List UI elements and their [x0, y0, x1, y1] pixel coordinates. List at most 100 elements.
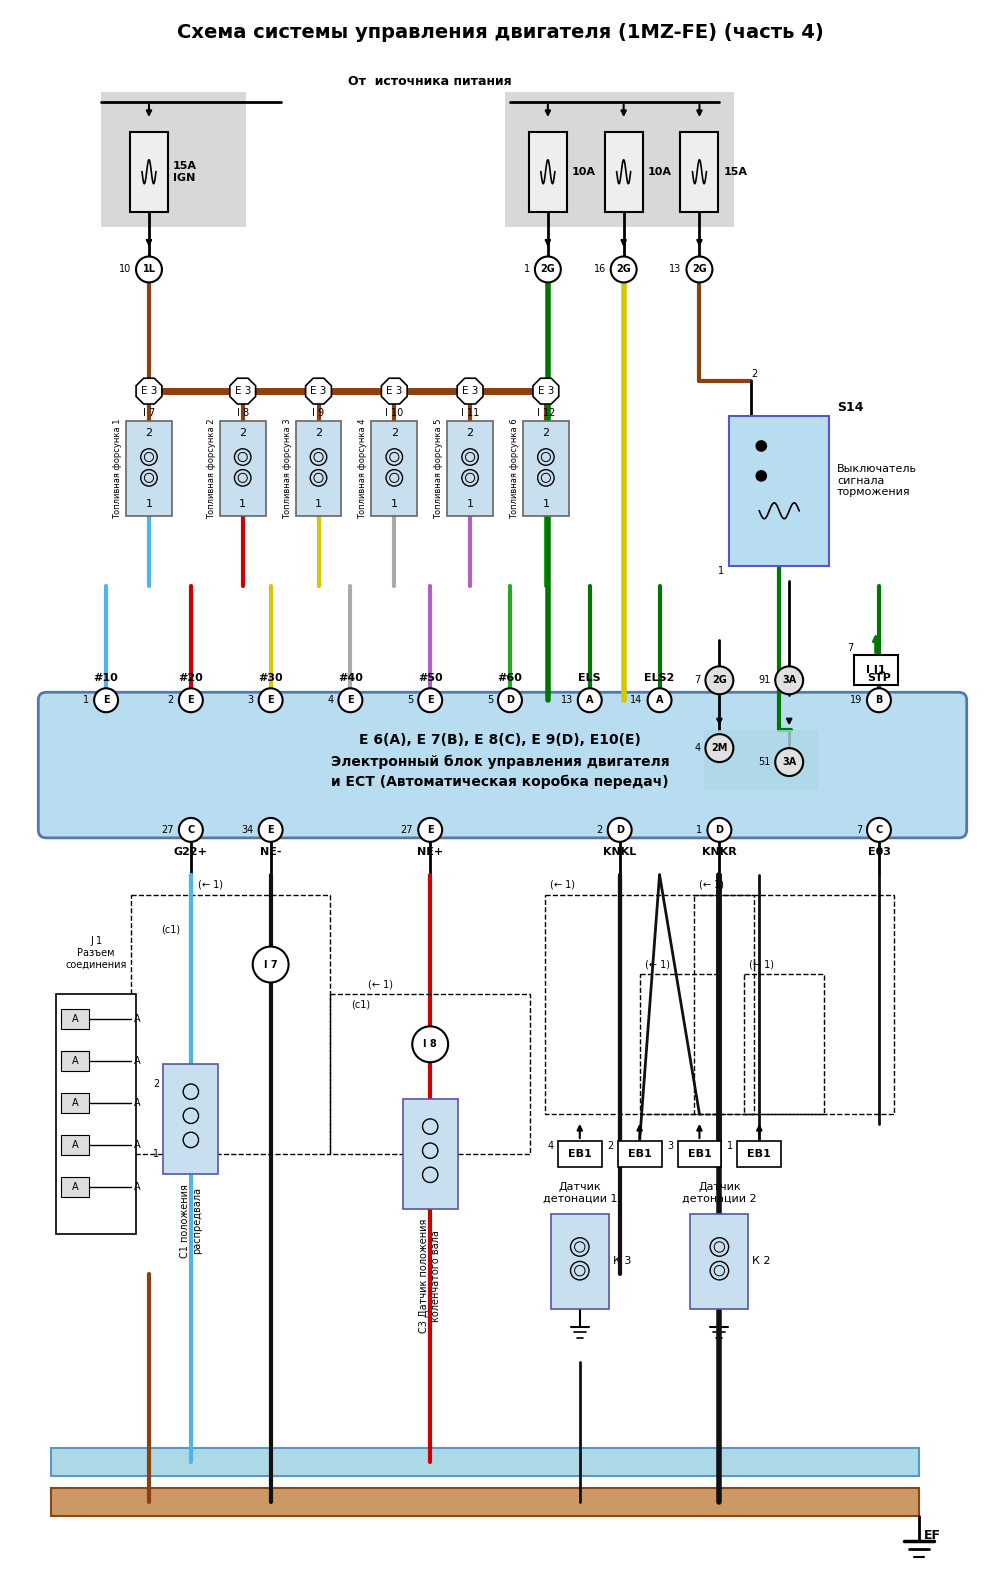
- Bar: [729, 416, 829, 566]
- Text: Топливная форсунка 1: Топливная форсунка 1: [113, 419, 122, 518]
- Text: 14: 14: [630, 695, 643, 705]
- Text: 3A: 3A: [782, 675, 796, 686]
- Text: I 12: I 12: [537, 408, 555, 419]
- Text: E: E: [347, 695, 354, 705]
- Polygon shape: [136, 378, 162, 404]
- Text: 2: 2: [391, 428, 398, 438]
- Text: От  источника питания: От источника питания: [348, 76, 512, 88]
- Text: 15A: 15A: [723, 167, 747, 177]
- Text: 1: 1: [542, 499, 549, 509]
- Text: Датчик
детонации 2: Датчик детонации 2: [682, 1182, 757, 1204]
- Text: A: A: [72, 1182, 78, 1191]
- Text: 1: 1: [239, 499, 246, 509]
- Bar: [529, 131, 567, 212]
- Bar: [61, 1134, 89, 1155]
- Text: 1: 1: [153, 1149, 159, 1160]
- Text: 2M: 2M: [711, 743, 728, 754]
- Text: 2: 2: [596, 825, 603, 834]
- Text: #30: #30: [258, 673, 283, 683]
- Circle shape: [136, 256, 162, 283]
- Bar: [61, 1177, 89, 1198]
- Text: D: D: [506, 695, 514, 705]
- Text: E: E: [267, 825, 274, 834]
- Text: (с1): (с1): [351, 1000, 370, 1010]
- Text: Датчик
детонации 1: Датчик детонации 1: [543, 1182, 617, 1204]
- Circle shape: [253, 946, 289, 983]
- Text: G22+: G22+: [174, 847, 208, 856]
- Text: 27: 27: [161, 825, 174, 834]
- Text: 51: 51: [758, 757, 770, 766]
- Text: 2: 2: [145, 428, 153, 438]
- Text: A: A: [134, 1141, 141, 1150]
- Text: 34: 34: [241, 825, 254, 834]
- Text: I 11: I 11: [461, 408, 479, 419]
- Text: (← 1): (← 1): [368, 980, 393, 989]
- Circle shape: [867, 689, 891, 713]
- Text: 7: 7: [694, 675, 700, 686]
- Text: E: E: [267, 695, 274, 705]
- Circle shape: [338, 689, 362, 713]
- Text: 2: 2: [168, 695, 174, 705]
- Bar: [61, 1010, 89, 1029]
- Circle shape: [686, 256, 712, 283]
- Text: EB1: EB1: [568, 1149, 592, 1160]
- Text: E03: E03: [868, 847, 890, 856]
- Text: E 3: E 3: [462, 386, 478, 397]
- Text: 5: 5: [487, 695, 493, 705]
- Text: 2G: 2G: [616, 264, 631, 275]
- Text: Топливная форсунка 2: Топливная форсунка 2: [207, 419, 216, 518]
- Text: (← 1): (← 1): [749, 959, 774, 970]
- Polygon shape: [306, 378, 331, 404]
- Text: #60: #60: [498, 673, 522, 683]
- Text: KNKR: KNKR: [702, 847, 737, 856]
- Text: 7: 7: [847, 643, 853, 654]
- Text: 2: 2: [751, 370, 758, 379]
- Bar: [737, 1141, 781, 1168]
- Circle shape: [535, 256, 561, 283]
- Text: (← 1): (← 1): [550, 880, 575, 890]
- Text: E 3: E 3: [141, 386, 157, 397]
- Text: E: E: [427, 825, 434, 834]
- Text: E 3: E 3: [310, 386, 327, 397]
- Text: A: A: [72, 1057, 78, 1066]
- Text: E 3: E 3: [386, 386, 402, 397]
- Bar: [505, 92, 734, 226]
- Circle shape: [578, 689, 602, 713]
- Circle shape: [775, 667, 803, 694]
- Circle shape: [775, 747, 803, 776]
- Bar: [523, 420, 569, 515]
- Text: Топливная форсунка 5: Топливная форсунка 5: [434, 419, 443, 518]
- Text: A: A: [586, 695, 594, 705]
- Circle shape: [94, 689, 118, 713]
- Text: 4: 4: [327, 695, 333, 705]
- Text: 15A
IGN: 15A IGN: [173, 161, 197, 183]
- Bar: [551, 1213, 609, 1308]
- Text: 3A: 3A: [782, 757, 796, 766]
- Text: #40: #40: [338, 673, 363, 683]
- Circle shape: [179, 818, 203, 842]
- Polygon shape: [533, 378, 559, 404]
- Text: 2: 2: [607, 1141, 614, 1150]
- Text: (← 1): (← 1): [198, 880, 223, 890]
- Text: 2G: 2G: [540, 264, 555, 275]
- Bar: [854, 656, 898, 686]
- Bar: [744, 975, 824, 1114]
- Text: (← 1): (← 1): [645, 959, 670, 970]
- Text: E: E: [188, 695, 194, 705]
- Text: 16: 16: [593, 264, 606, 275]
- Bar: [371, 420, 417, 515]
- Text: 2: 2: [239, 428, 246, 438]
- Bar: [680, 131, 718, 212]
- Text: NE-: NE-: [260, 847, 281, 856]
- Text: 13: 13: [561, 695, 573, 705]
- Circle shape: [707, 818, 731, 842]
- Text: I I1: I I1: [866, 665, 886, 675]
- Text: I 9: I 9: [312, 408, 325, 419]
- Text: Выключатель
сигнала
торможения: Выключатель сигнала торможения: [837, 465, 917, 498]
- Bar: [220, 420, 266, 515]
- Text: 3: 3: [667, 1141, 674, 1150]
- Text: I 10: I 10: [385, 408, 403, 419]
- Circle shape: [756, 441, 766, 450]
- Text: J 1
Разъем
соединения: J 1 Разъем соединения: [65, 937, 127, 970]
- Text: #50: #50: [418, 673, 443, 683]
